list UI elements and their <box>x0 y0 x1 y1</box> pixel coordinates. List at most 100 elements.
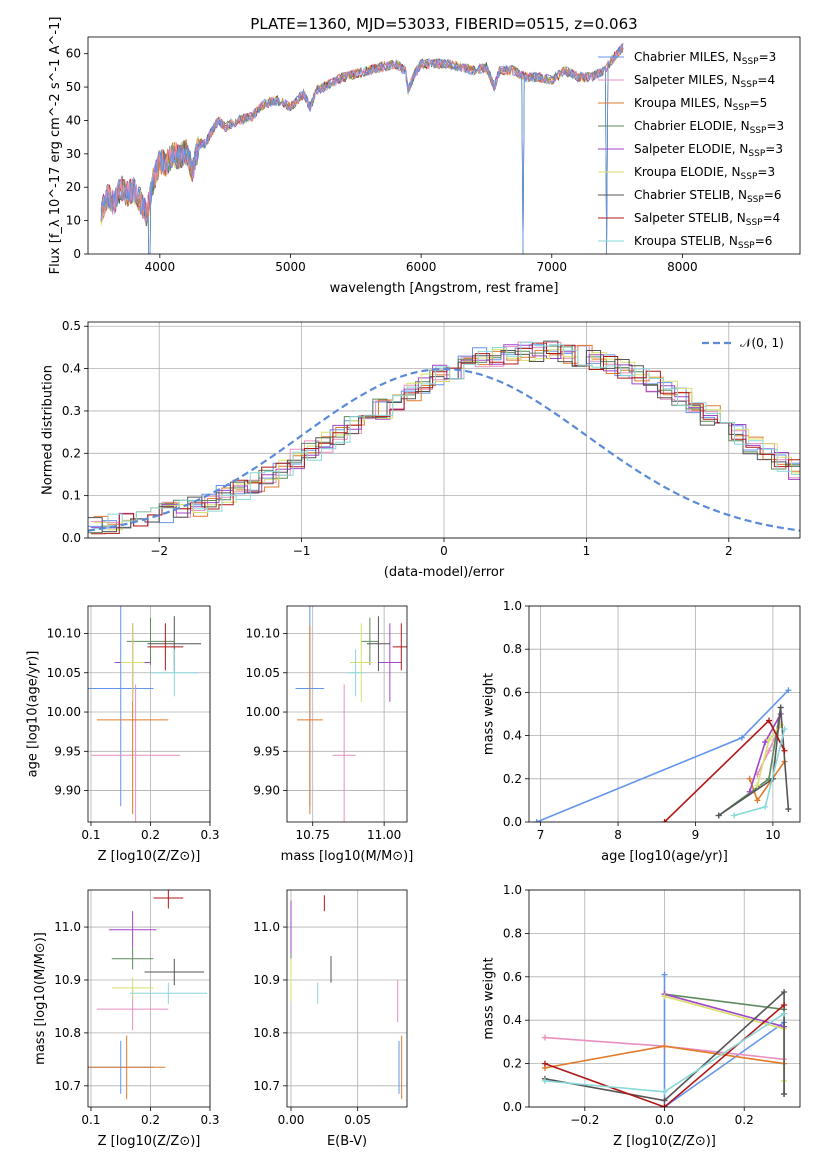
weight-marker <box>766 717 773 724</box>
weight-marker <box>781 988 788 995</box>
plot-area-age-vs-mass <box>295 606 407 822</box>
y-tick-label: 0.2 <box>503 772 522 786</box>
panels: 4000 5000 6000 7000 80000102030405060wavelen… <box>26 17 801 1149</box>
plot-area-weight-vs-age <box>533 687 792 822</box>
x-tick-label: 0.2 <box>141 828 160 842</box>
weight-series <box>544 990 785 1102</box>
weight-marker <box>781 1090 788 1097</box>
plot-area-weight-vs-Z <box>541 971 788 1107</box>
axes-frame-age-vs-mass <box>286 605 408 823</box>
histogram-series <box>93 341 800 530</box>
weight-marker <box>785 687 792 694</box>
spectrum-line <box>100 43 624 223</box>
x-tick-label: 2 <box>725 544 733 558</box>
x-tick-label: 0.1 <box>81 828 100 842</box>
y-tick-label: 10.7 <box>253 1079 280 1093</box>
y-tick-label: 10.10 <box>47 626 81 640</box>
x-tick-label: 1 <box>583 544 591 558</box>
weight-marker <box>661 993 668 1000</box>
y-tick-label: 50 <box>66 80 81 94</box>
plot-area-age-vs-Z <box>88 606 202 822</box>
y-tick-label: 0.4 <box>62 362 81 376</box>
y-tick-label: 10.7 <box>54 1079 81 1093</box>
y-tick-label: 10.05 <box>246 666 280 680</box>
y-tick-label: 0.3 <box>62 404 81 418</box>
weight-marker <box>661 1043 668 1050</box>
y-tick-label: 60 <box>66 47 81 61</box>
y-axis-label: Normed distribution <box>41 365 56 495</box>
weight-marker <box>715 812 722 819</box>
x-axis-label: Z [log10(Z/Z⊙)] <box>98 849 201 864</box>
y-axis-label: Flux [f_λ 10^-17 erg cm^-2 s^-1 A^-1] <box>48 17 63 275</box>
weight-marker <box>661 1097 668 1104</box>
x-tick-label: 0.1 <box>81 1113 100 1127</box>
y-tick-label: 9.95 <box>253 744 280 758</box>
weight-marker <box>762 803 769 810</box>
x-tick-label: 0.0 <box>655 1113 674 1127</box>
x-tick-label: 0.3 <box>200 1113 219 1127</box>
y-tick-label: 10.05 <box>47 666 81 680</box>
y-tick-label: 10.10 <box>246 626 280 640</box>
weight-marker <box>541 1060 548 1067</box>
x-tick-label: 0 <box>440 544 448 558</box>
x-tick-label: 4000 <box>145 260 176 274</box>
legend-label: Salpeter STELIB, NSSP=4 <box>634 211 780 228</box>
weight-marker <box>533 819 540 822</box>
x-tick-label: −2 <box>150 544 168 558</box>
legend-label: Chabrier MILES, NSSP=3 <box>634 50 776 67</box>
y-axis-label: mass [log10(M/M⊙)] <box>33 932 48 1065</box>
weight-marker <box>777 704 784 711</box>
y-tick-label: 0.4 <box>503 729 522 743</box>
axes-frame-mass-vs-EBV <box>286 889 408 1108</box>
x-tick-label: 0.2 <box>735 1113 754 1127</box>
y-tick-label: 10.9 <box>253 973 280 987</box>
y-tick-label: 11.0 <box>253 920 280 934</box>
y-tick-label: 11.0 <box>54 920 81 934</box>
weight-marker <box>766 736 773 743</box>
y-tick-label: 40 <box>66 113 81 127</box>
weight-marker <box>785 806 792 813</box>
y-axis-label: age [log10(age/yr)] <box>26 651 41 778</box>
weight-marker <box>541 1077 548 1084</box>
legend-label: 𝒩(0, 1) <box>740 336 784 350</box>
weight-series <box>663 974 785 1107</box>
x-tick-label: 7 <box>537 828 545 842</box>
y-tick-label: 0.2 <box>62 446 81 460</box>
y-tick-label: 0.6 <box>503 685 522 699</box>
histogram-series <box>90 344 800 529</box>
y-tick-label: 9.90 <box>54 784 81 798</box>
plot-area-mass-vs-Z <box>88 890 208 1100</box>
y-tick-label: 10.8 <box>54 1026 81 1040</box>
spectrum-line <box>100 43 624 254</box>
legend-label: Kroupa MILES, NSSP=5 <box>634 96 767 113</box>
x-tick-label: 7000 <box>537 260 568 274</box>
spectrum-line <box>100 42 624 226</box>
y-tick-label: 0.0 <box>503 1100 522 1114</box>
weight-series <box>718 707 790 817</box>
weight-marker <box>661 819 668 822</box>
y-tick-label: 10.9 <box>54 973 81 987</box>
y-tick-label: 0.1 <box>62 489 81 503</box>
x-axis-label: age [log10(age/yr)] <box>601 849 728 864</box>
y-tick-label: 0 <box>73 247 81 261</box>
x-axis-label: Z [log10(Z/Z⊙)] <box>98 1134 201 1149</box>
y-tick-label: 0.5 <box>62 319 81 333</box>
x-tick-label: 9 <box>692 828 700 842</box>
x-axis-label: Z [log10(Z/Z⊙)] <box>613 1134 716 1149</box>
legend-label: Chabrier STELIB, NSSP=6 <box>634 188 782 205</box>
x-tick-label: 8000 <box>667 260 698 274</box>
y-tick-label: 0.0 <box>62 531 81 545</box>
weight-marker <box>781 1002 788 1009</box>
legend-label: Kroupa ELODIE, NSSP=3 <box>634 165 775 182</box>
y-tick-label: 10.8 <box>253 1026 280 1040</box>
x-tick-label: 0.05 <box>344 1113 371 1127</box>
x-axis-label: wavelength [Angstrom, rest frame] <box>330 281 559 296</box>
legend-label: Salpeter ELODIE, NSSP=3 <box>634 142 783 159</box>
plot-area-residuals <box>88 340 800 535</box>
x-axis-label: E(B-V) <box>327 1134 367 1149</box>
x-axis-label: (data-model)/error <box>384 565 505 580</box>
weight-marker <box>762 739 769 746</box>
y-axis-label: mass weight <box>482 957 497 1039</box>
y-tick-label: 0.6 <box>503 970 522 984</box>
